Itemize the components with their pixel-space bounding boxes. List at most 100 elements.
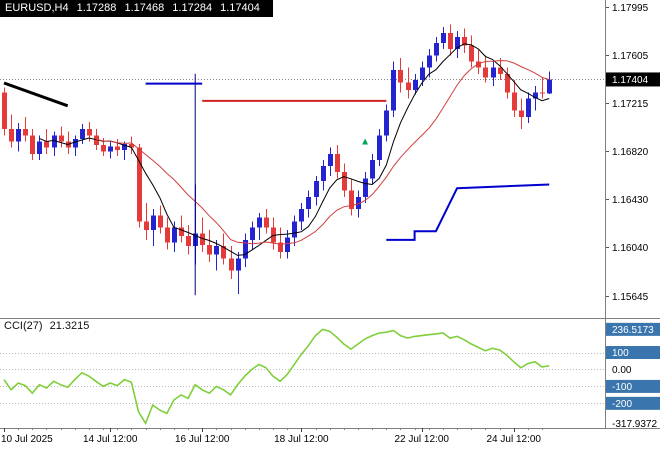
candle — [264, 209, 269, 234]
black-trendline[interactable] — [3, 81, 69, 108]
candle — [73, 135, 78, 157]
candle — [23, 116, 28, 142]
price-axis-label: 1.16820 — [612, 147, 649, 158]
candle — [406, 67, 411, 99]
candle — [314, 175, 319, 206]
symbol-period-label: EURUSD,H4 — [5, 2, 69, 14]
candle — [186, 225, 191, 255]
low-value: 1.17284 — [172, 2, 213, 14]
candle — [512, 79, 517, 117]
cci-axis-label: 236.5173 — [612, 325, 654, 336]
candle — [292, 215, 297, 247]
ma-fast-line[interactable] — [39, 43, 550, 256]
moving-averages — [39, 43, 550, 256]
indicator-value: 21.3215 — [49, 320, 90, 332]
cci-axis-label: -100 — [612, 382, 632, 393]
candle — [547, 71, 552, 95]
candle — [59, 126, 64, 148]
candle — [349, 178, 354, 216]
candle — [52, 131, 57, 157]
open-value: 1.17288 — [76, 2, 117, 14]
candle — [250, 221, 255, 250]
candle — [434, 36, 439, 62]
current-price-tag: 1.17404 — [606, 72, 660, 87]
cci-axis[interactable]: 236.5173 100 0.00 -100 -200 -317.9372 — [606, 322, 660, 430]
candle — [427, 49, 432, 78]
candle — [9, 114, 14, 148]
candle — [144, 202, 149, 240]
time-axis[interactable]: 10 Jul 2025 14 Jul 12:00 16 Jul 12:00 18 Ju… — [1, 428, 543, 445]
cci-level-box — [606, 379, 660, 393]
candle — [221, 233, 226, 265]
candle — [377, 129, 382, 167]
candle — [519, 98, 524, 130]
candle — [214, 239, 219, 271]
indicator-label: CCI(27) 21.3215 — [4, 320, 93, 332]
indicator-name: CCI(27) — [4, 320, 43, 332]
candle — [321, 159, 326, 191]
candle — [165, 217, 170, 250]
candle — [342, 163, 347, 197]
high-value: 1.17468 — [124, 2, 165, 14]
price-axis-label: 1.17215 — [612, 99, 649, 110]
candle — [115, 138, 120, 157]
candle — [200, 217, 205, 253]
candle — [122, 141, 127, 160]
time-axis-label: 18 Jul 12:00 — [274, 434, 329, 445]
candle — [179, 215, 184, 243]
candle — [328, 147, 333, 176]
candle — [533, 86, 538, 111]
price-axis-label: 1.16430 — [612, 195, 649, 206]
candle — [306, 190, 311, 218]
candle — [370, 153, 375, 185]
candle — [505, 67, 510, 99]
candle — [491, 61, 496, 87]
time-axis-label: 10 Jul 2025 — [1, 434, 53, 445]
candle — [172, 221, 177, 253]
green-marker[interactable] — [362, 138, 369, 145]
candle — [2, 87, 7, 136]
candle — [243, 233, 248, 267]
price-axis-label: 1.16040 — [612, 243, 649, 254]
ohlc-header: EURUSD,H4 1.17288 1.17468 1.17284 1.1740… — [0, 0, 273, 17]
chart-objects — [3, 73, 550, 296]
cci-level-box — [606, 322, 660, 336]
time-axis-label: 14 Jul 12:00 — [83, 434, 138, 445]
candle — [540, 77, 545, 99]
ma-slow-line[interactable] — [95, 60, 550, 245]
candle — [108, 141, 113, 159]
cci-line[interactable] — [3, 328, 550, 426]
candle — [462, 28, 467, 53]
price-chart-plot[interactable] — [0, 0, 605, 318]
candle — [391, 61, 396, 117]
candle — [137, 143, 142, 228]
price-axis[interactable]: 1.17995 1.17605 1.17215 1.16820 1.16430 1.160… — [606, 3, 660, 303]
candle — [278, 227, 283, 259]
chart-plots — [0, 0, 605, 426]
cci-series — [3, 328, 550, 426]
candle — [469, 35, 474, 68]
candle — [257, 212, 262, 240]
candle — [498, 57, 503, 80]
time-axis-label: 24 Jul 12:00 — [487, 434, 542, 445]
current-price-tag-value: 1.17404 — [612, 75, 649, 86]
blue-step-line[interactable] — [386, 183, 550, 241]
candle — [285, 230, 290, 259]
cci-level-box — [606, 346, 660, 360]
cci-axis-label: 100 — [612, 348, 629, 359]
candle — [476, 49, 481, 74]
cci-axis-label: -317.9372 — [612, 419, 657, 430]
candle — [129, 136, 134, 154]
candle — [207, 230, 212, 262]
candle — [384, 104, 389, 142]
candle — [16, 123, 21, 152]
cci-plot[interactable] — [0, 322, 605, 426]
candle — [80, 124, 85, 144]
candle — [335, 145, 340, 179]
close-value: 1.17404 — [220, 2, 260, 14]
candle — [483, 55, 488, 83]
candle — [158, 205, 163, 234]
time-axis-label: 22 Jul 12:00 — [394, 434, 449, 445]
